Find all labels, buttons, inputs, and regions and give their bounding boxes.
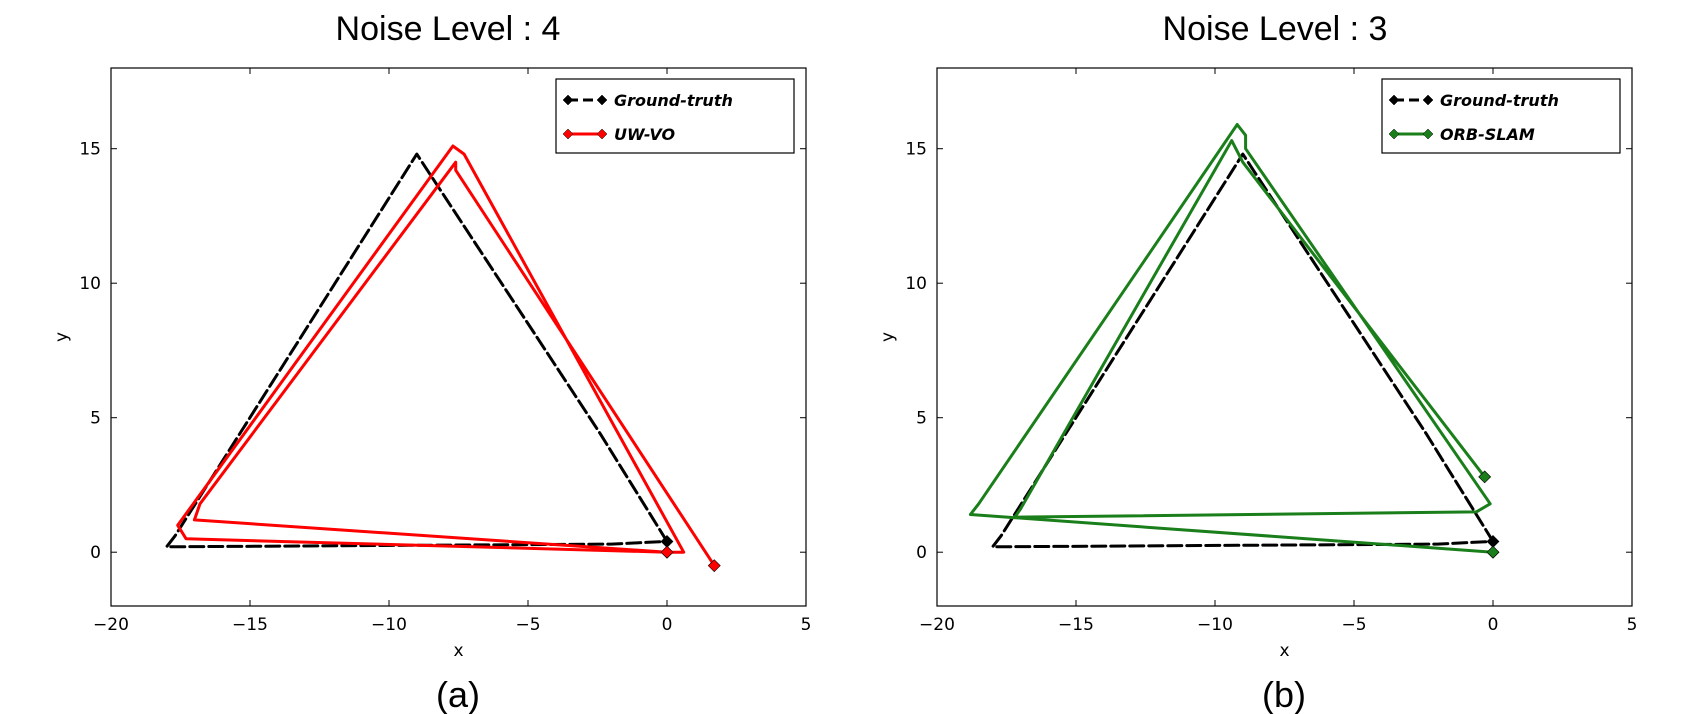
panel-caption: (a) [436,674,480,714]
y-tick-label: 15 [905,140,927,160]
series-marker-1-1 [707,559,721,573]
y-tick-label: 0 [916,543,927,563]
legend-box [555,78,795,154]
y-tick-label: 10 [905,274,927,294]
legend-marker-1-1 [596,128,608,140]
y-tick-label: 0 [90,543,101,563]
legend-label-1: UW-VO [614,125,676,144]
y-axis-label: y [52,332,72,342]
series-line-uw-vo [176,144,716,568]
legend-label-1: ORB-SLAM [1440,125,1535,144]
chart-title: Noise Level : 4 [336,10,561,48]
y-tick-label: 15 [79,140,101,160]
x-axis-label: x [453,641,463,661]
panel-caption: (b) [1262,674,1306,714]
x-tick-label: 0 [662,615,673,635]
chart-panel-0: Noise Level : 4 −20 −15 −10 −5 0 5 0 5 10 15 x y Grou… [52,10,811,714]
series-marker-1-1 [1478,470,1492,484]
x-tick-label: −5 [515,615,540,635]
y-axis-label: y [878,332,898,342]
x-tick-label: −15 [232,615,268,635]
x-tick-label: 5 [801,615,812,635]
legend: Ground-truth ORB-SLAM [1381,78,1621,154]
x-tick-label: −20 [919,615,955,635]
x-tick-label: −5 [1341,615,1366,635]
legend-box [1381,78,1621,154]
y-tick-label: 5 [916,409,927,429]
series-line-ground-truth [165,152,669,549]
chart-title: Noise Level : 3 [1163,10,1388,48]
x-tick-label: −10 [371,615,407,635]
legend-marker-0-0 [1388,94,1400,106]
x-axis-label: x [1279,641,1289,661]
legend-marker-0-0 [562,94,574,106]
legend-marker-0-1 [1422,94,1434,106]
y-tick-label: 10 [79,274,101,294]
x-tick-label: 0 [1488,615,1499,635]
legend-marker-1-0 [562,128,574,140]
legend-marker-1-0 [1388,128,1400,140]
y-tick-label: 5 [90,409,101,429]
x-tick-label: −10 [1197,615,1233,635]
legend-marker-1-1 [1422,128,1434,140]
series-line-orb-slam [968,123,1495,554]
x-tick-label: 5 [1627,615,1638,635]
series-marker-1-0 [1486,545,1500,559]
chart-panel-1: Noise Level : 3 −20 −15 −10 −5 0 5 0 5 10 15 x y Grou… [878,10,1637,714]
legend-marker-0-1 [596,94,608,106]
legend-label-0: Ground-truth [614,91,733,110]
series-line-ground-truth [991,152,1495,549]
plot-frame [110,67,807,607]
series-marker-1-0 [660,545,674,559]
x-tick-label: −15 [1058,615,1094,635]
legend-label-0: Ground-truth [1440,91,1559,110]
legend: Ground-truth UW-VO [555,78,795,154]
plot-frame [936,67,1633,607]
x-tick-label: −20 [93,615,129,635]
